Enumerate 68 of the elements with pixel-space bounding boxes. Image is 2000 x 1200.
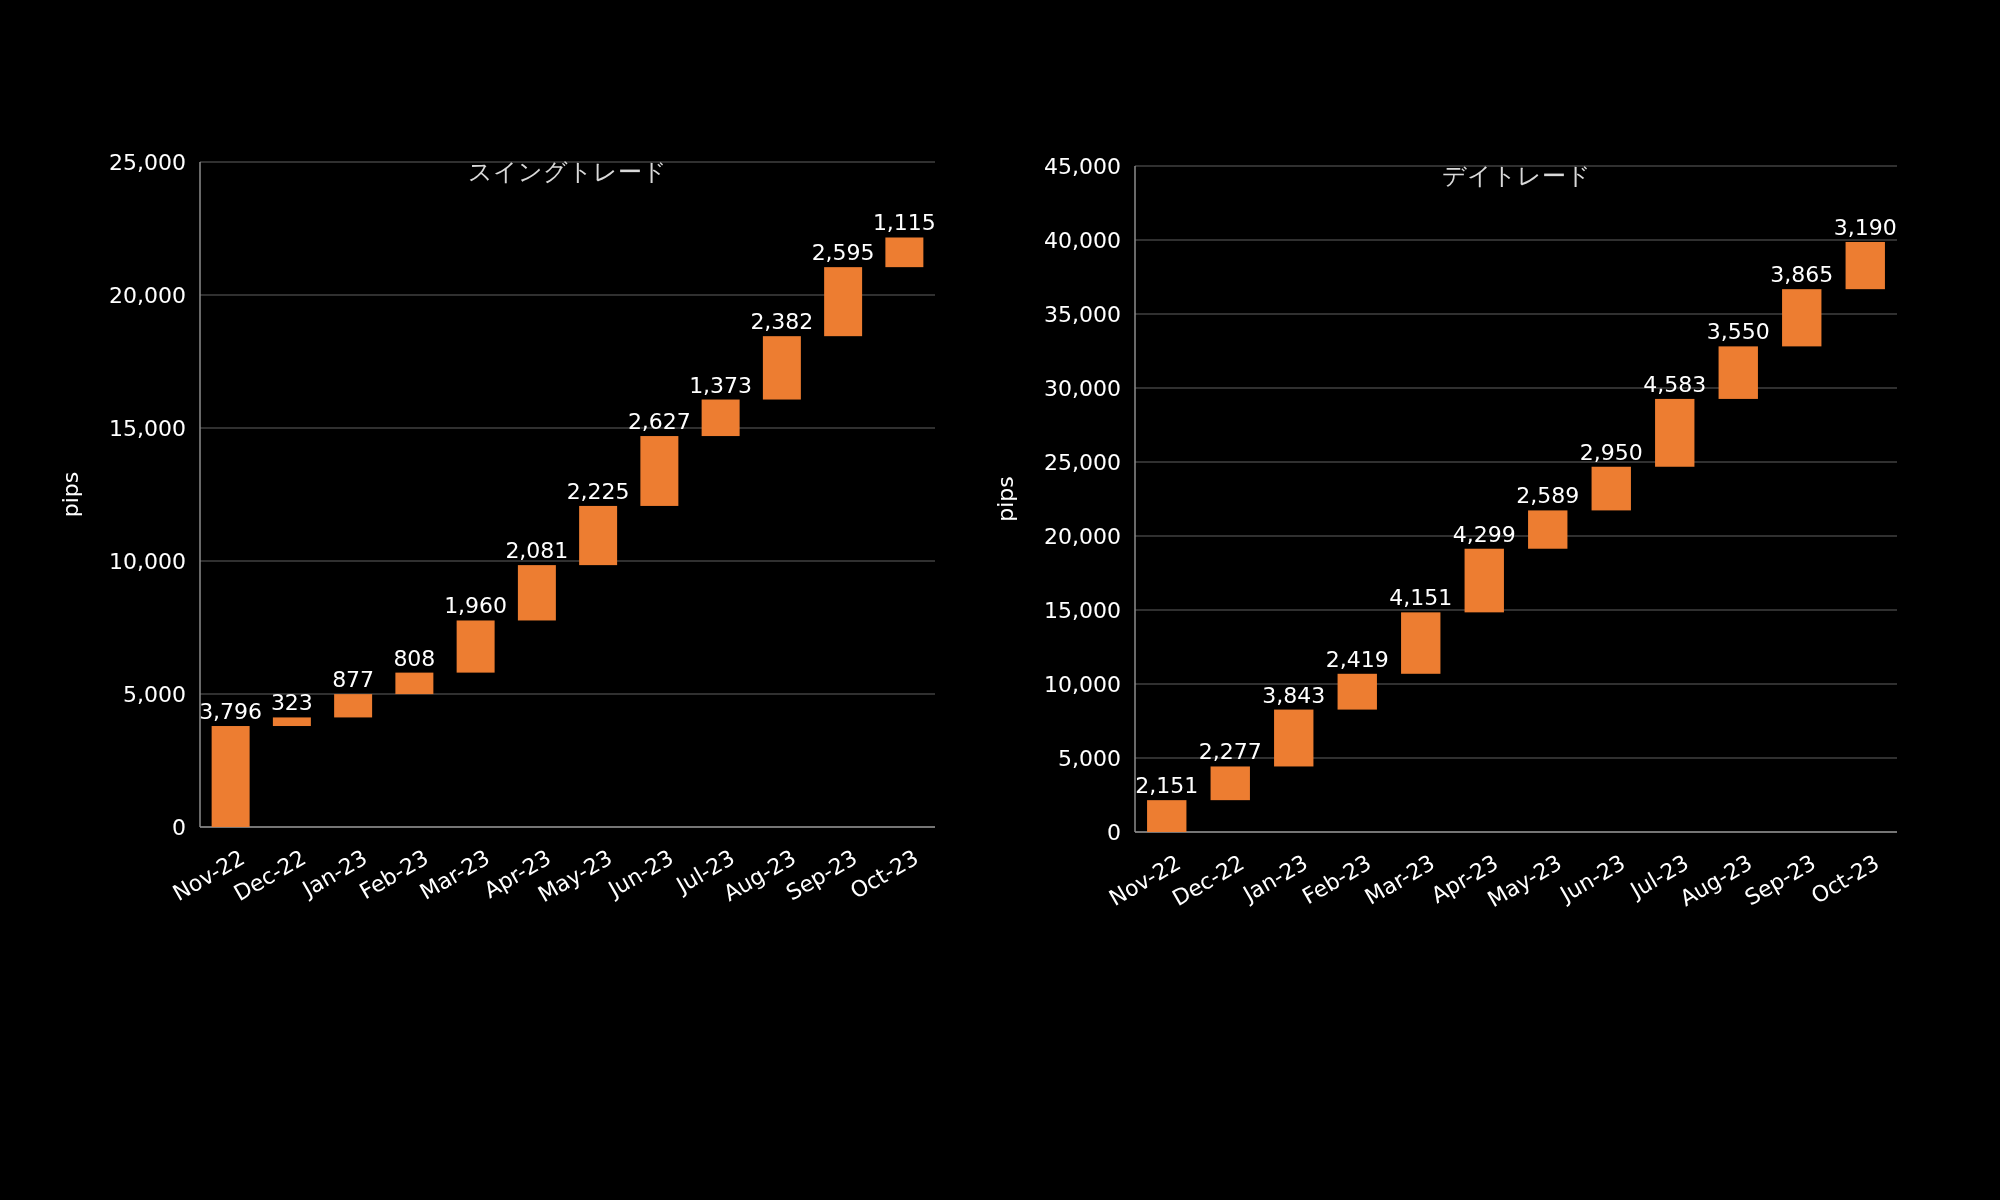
bar [334, 694, 373, 718]
y-tick-label: 10,000 [109, 548, 186, 574]
data-label: 1,960 [444, 593, 508, 619]
y-axis-title: pips [58, 471, 83, 518]
data-label: 4,583 [1643, 371, 1707, 397]
data-label: 3,843 [1262, 682, 1326, 708]
bar [456, 620, 495, 673]
y-tick-label: 30,000 [1044, 375, 1121, 401]
data-label: 3,796 [199, 699, 263, 725]
bar [1274, 709, 1314, 767]
data-label: 1,373 [689, 372, 753, 398]
bar [1655, 398, 1695, 467]
bar [517, 565, 556, 621]
bar [1591, 466, 1631, 511]
bar [211, 726, 250, 827]
data-label: 3,550 [1706, 319, 1770, 345]
bar [824, 267, 863, 337]
data-label: 808 [393, 645, 436, 671]
bar [1528, 510, 1568, 549]
data-label: 4,151 [1389, 585, 1453, 611]
data-label: 2,225 [566, 478, 630, 504]
data-label: 4,299 [1452, 521, 1516, 547]
bar [1845, 241, 1885, 290]
data-label: 2,081 [505, 538, 569, 564]
data-label: 2,419 [1325, 646, 1389, 672]
data-label: 2,382 [750, 309, 814, 335]
data-label: 3,865 [1770, 262, 1834, 288]
y-tick-label: 25,000 [1044, 449, 1121, 475]
bar [579, 505, 618, 566]
data-label: 877 [332, 667, 375, 693]
bar [1401, 612, 1441, 674]
y-tick-label: 20,000 [109, 282, 186, 308]
bar [1147, 800, 1187, 832]
bar [1210, 766, 1250, 801]
y-tick-label: 45,000 [1044, 153, 1121, 179]
bar [885, 237, 924, 268]
bar [1782, 289, 1822, 347]
data-label: 2,627 [627, 409, 691, 435]
y-tick-label: 5,000 [1058, 745, 1121, 771]
data-label: 2,595 [811, 240, 875, 266]
bar [1718, 346, 1758, 399]
bar [1464, 548, 1504, 613]
data-label: 2,589 [1516, 483, 1580, 509]
bar [1337, 673, 1377, 710]
y-tick-label: 5,000 [123, 681, 186, 707]
data-label: 2,151 [1135, 773, 1199, 799]
y-tick-label: 35,000 [1044, 301, 1121, 327]
data-label: 3,190 [1833, 214, 1897, 240]
y-tick-label: 0 [1107, 819, 1121, 845]
bar [272, 717, 311, 727]
data-label: 2,950 [1579, 439, 1643, 465]
y-tick-label: 10,000 [1044, 671, 1121, 697]
data-label: 323 [270, 690, 313, 716]
y-tick-label: 25,000 [109, 149, 186, 175]
y-tick-label: 15,000 [109, 415, 186, 441]
y-tick-label: 20,000 [1044, 523, 1121, 549]
data-label: 1,115 [872, 210, 936, 236]
bar [640, 436, 679, 506]
chart-title: スイングトレード [468, 158, 667, 187]
y-tick-label: 0 [172, 814, 186, 840]
y-axis-title: pips [993, 476, 1018, 522]
data-label: 2,277 [1198, 739, 1262, 765]
chart-title: デイトレード [1441, 162, 1591, 191]
bar [395, 672, 434, 695]
y-tick-label: 15,000 [1044, 597, 1121, 623]
bar [762, 336, 801, 400]
y-tick-label: 40,000 [1044, 227, 1121, 253]
bar [701, 399, 740, 437]
